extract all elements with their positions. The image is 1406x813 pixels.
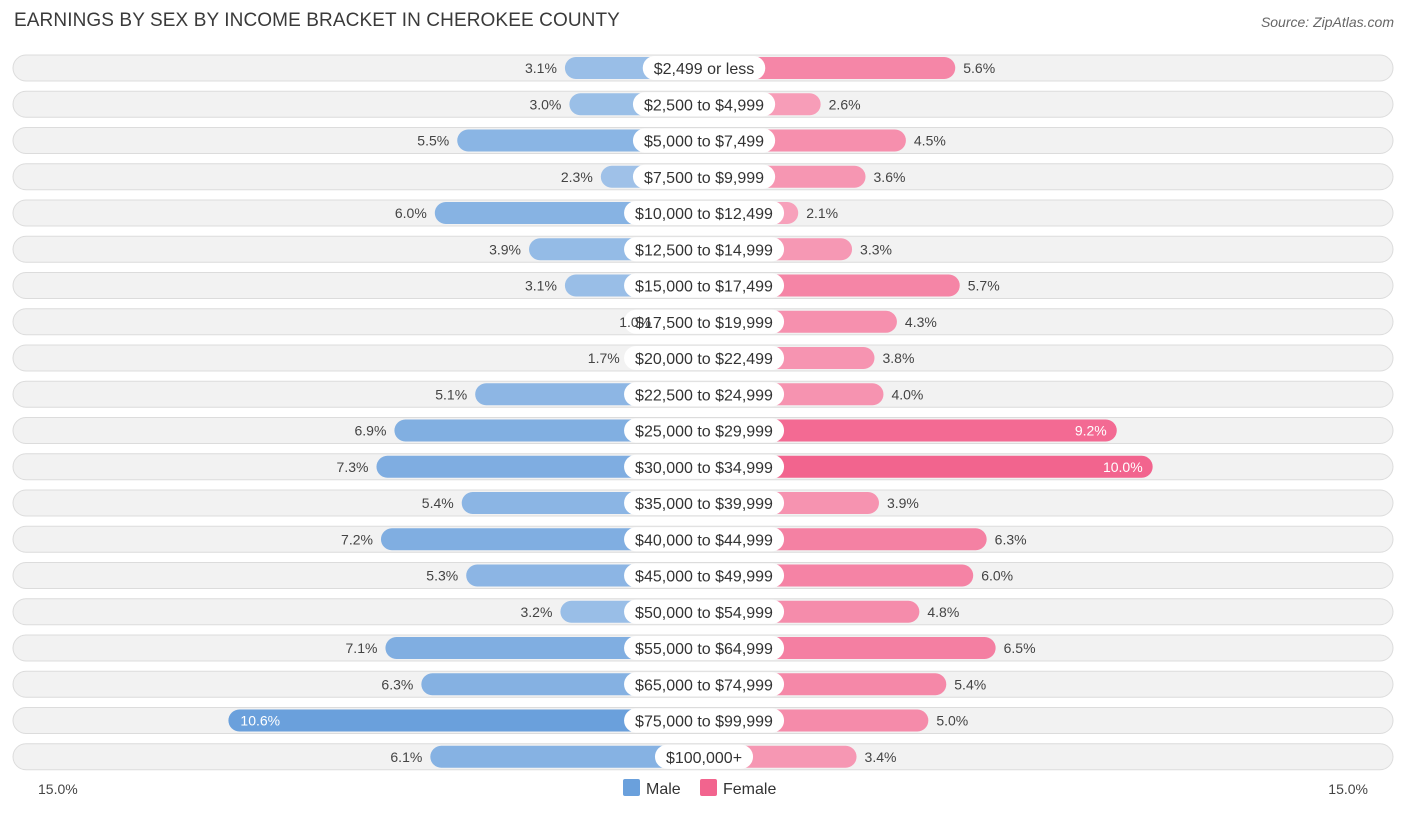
female-value-label: 4.8% (927, 604, 959, 620)
male-value-label: 6.0% (395, 205, 427, 221)
male-bar (430, 745, 714, 768)
category-label-pill (624, 418, 785, 443)
category-label-pill (624, 708, 785, 733)
category-label-pill (624, 636, 785, 660)
male-value-label: 3.0% (529, 96, 561, 112)
category-label: $30,000 to $34,999 (635, 460, 773, 477)
category-label: $2,499 or less (654, 61, 755, 78)
female-value-label: 6.3% (995, 531, 1027, 547)
female-value-label: 6.5% (1004, 640, 1036, 656)
category-label-pill (624, 346, 785, 370)
female-value-label: 2.1% (806, 205, 838, 221)
male-value-label: 7.2% (341, 531, 373, 547)
male-value-label: 7.1% (346, 640, 378, 656)
male-value-label: 3.2% (521, 604, 553, 620)
category-label: $100,000+ (666, 750, 742, 767)
source-credit: Source: ZipAtlas.com (1260, 14, 1394, 30)
category-label: $12,500 to $14,999 (635, 242, 773, 259)
category-label-pill (654, 744, 754, 769)
female-value-label: 3.9% (887, 495, 919, 511)
category-label: $10,000 to $12,499 (635, 206, 773, 223)
legend-male-swatch (623, 779, 640, 796)
category-label: $7,500 to $9,999 (644, 170, 764, 187)
category-label: $22,500 to $24,999 (635, 387, 773, 404)
category-label: $75,000 to $99,999 (635, 714, 773, 731)
category-label-pill (632, 164, 776, 189)
male-value-label: 5.4% (422, 495, 454, 511)
male-value-label: 3.9% (489, 241, 521, 257)
category-label-pill (624, 309, 785, 334)
male-value-label: 7.3% (337, 459, 369, 475)
female-value-label: 3.3% (860, 241, 892, 257)
category-label: $45,000 to $49,999 (635, 569, 773, 586)
category-label-pill (624, 527, 785, 552)
male-value-label: 6.9% (354, 423, 386, 439)
male-value-label: 2.3% (561, 169, 593, 185)
female-value-label: 5.7% (968, 278, 1000, 294)
legend-female-swatch (700, 779, 717, 796)
female-value-label: 3.4% (865, 749, 897, 765)
female-value-label: 3.6% (874, 169, 906, 185)
category-label: $2,500 to $4,999 (644, 97, 764, 114)
category-label-pill (624, 273, 785, 298)
female-value-label: 10.0% (1103, 459, 1143, 475)
category-label-pill (624, 237, 785, 262)
male-value-label: 6.1% (390, 749, 422, 765)
category-label-pill (632, 92, 776, 117)
category-label: $25,000 to $29,999 (635, 424, 773, 441)
male-value-label: 5.3% (426, 568, 458, 584)
category-label: $20,000 to $22,499 (635, 351, 773, 368)
category-label-pill (624, 563, 785, 588)
category-label: $40,000 to $44,999 (635, 532, 773, 549)
category-label-pill (624, 382, 785, 407)
category-label: $15,000 to $17,499 (635, 279, 773, 296)
female-value-label: 5.4% (954, 676, 986, 692)
female-value-label: 5.6% (963, 60, 995, 76)
female-value-label: 3.8% (882, 350, 914, 366)
male-value-label: 5.1% (435, 386, 467, 402)
female-value-label: 9.2% (1075, 423, 1107, 439)
female-value-label: 6.0% (981, 568, 1013, 584)
male-value-label: 3.1% (525, 60, 557, 76)
category-label: $35,000 to $39,999 (635, 496, 773, 513)
female-value-label: 4.0% (891, 386, 923, 402)
chart-title: EARNINGS BY SEX BY INCOME BRACKET IN CHE… (14, 10, 620, 31)
female-bar (694, 455, 1153, 478)
category-label-pill (632, 128, 776, 153)
female-value-label: 5.0% (936, 713, 968, 729)
male-bar (228, 709, 714, 732)
female-value-label: 4.5% (914, 133, 946, 149)
male-value-label: 10.6% (240, 713, 280, 729)
legend-female-label: Female (723, 781, 776, 798)
male-value-label: 6.3% (381, 676, 413, 692)
category-label: $5,000 to $7,499 (644, 134, 764, 151)
male-value-label: 1.7% (588, 350, 620, 366)
category-label-pill (642, 56, 766, 80)
male-value-label: 5.5% (417, 133, 449, 149)
male-value-label: 3.1% (525, 278, 557, 294)
female-bar (694, 419, 1117, 442)
axis-max-label: 15.0% (1328, 781, 1368, 797)
category-label-pill (624, 672, 785, 697)
male-value-label: 1.0% (619, 314, 651, 330)
category-label: $50,000 to $54,999 (635, 605, 773, 622)
category-label-pill (624, 454, 785, 479)
category-label: $65,000 to $74,999 (635, 677, 773, 694)
axis-min-label: 15.0% (38, 781, 78, 797)
category-label: $55,000 to $64,999 (635, 641, 773, 658)
category-label-pill (624, 491, 785, 515)
female-value-label: 2.6% (829, 96, 861, 112)
legend-male-label: Male (646, 781, 681, 798)
female-value-label: 4.3% (905, 314, 937, 330)
category-label-pill (624, 201, 785, 225)
category-label: $17,500 to $19,999 (635, 315, 773, 332)
category-label-pill (624, 599, 785, 624)
